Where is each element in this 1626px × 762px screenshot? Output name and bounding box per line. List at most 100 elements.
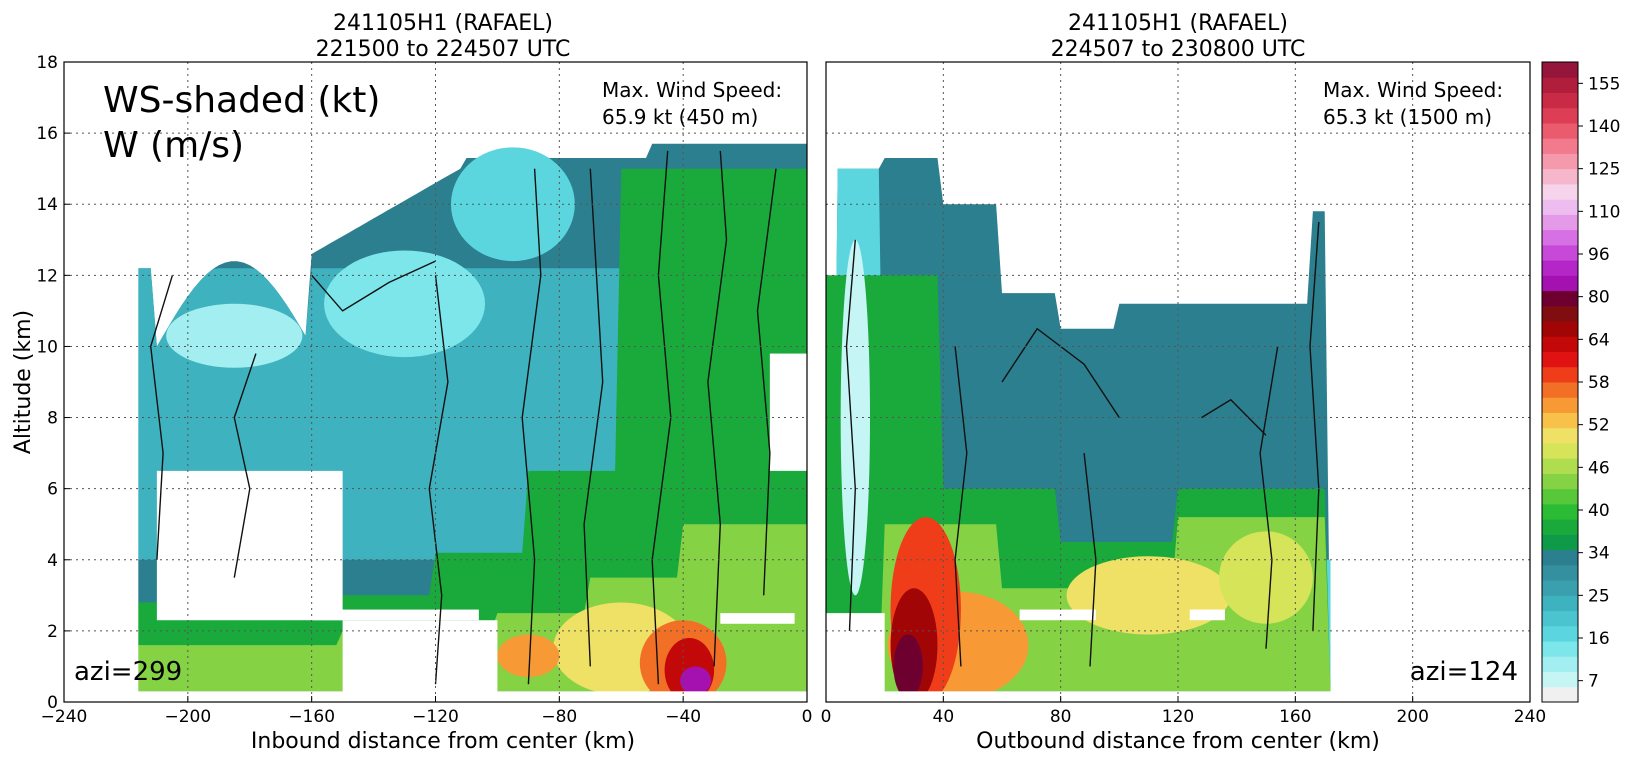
left-nodata-edge (64, 62, 139, 702)
colorbar-swatch (1542, 229, 1578, 246)
right-w-contour-2 (954, 346, 968, 667)
colorbar-swatch (1542, 580, 1578, 596)
right-ws-max-core (893, 634, 923, 699)
colorbar-swatch (1542, 122, 1578, 139)
colorbar-swatch (1542, 564, 1578, 581)
colorbar-swatch (1542, 260, 1578, 276)
colorbar-ticks: 7 16 25 34 40 46 52 58 64 80 96 110 125 140 155 (1578, 74, 1620, 692)
colorbar-swatch (1542, 488, 1578, 505)
colorbar-swatch (1542, 397, 1578, 413)
right-ws-band-green (826, 275, 1530, 692)
colorbar-swatch (1542, 519, 1578, 535)
colorbar-swatch (1542, 671, 1578, 688)
left-wind-field (64, 62, 807, 702)
left-nodata-gap-mid (156, 470, 343, 621)
left-w-contour-1 (149, 275, 174, 560)
left-ws-max-core (680, 666, 712, 695)
colorbar-swatch (1542, 183, 1578, 200)
left-x-label: Inbound distance from center (km) (251, 729, 635, 754)
left-w-contour-8 (707, 150, 728, 667)
colorbar-tick-label: 46 (1588, 458, 1610, 478)
x-tick-label: 120 (1162, 707, 1194, 727)
colorbar-tick-label: 125 (1588, 160, 1620, 180)
colorbar-tick-label: 7 (1588, 672, 1599, 692)
colorbar-swatch (1542, 656, 1578, 673)
right-nodata-edge (1330, 62, 1530, 702)
colorbar-swatch (1542, 92, 1578, 109)
colorbar-swatch (1542, 549, 1578, 566)
x-tick-label: 0 (821, 707, 832, 727)
x-tick-label: −200 (164, 707, 211, 727)
colorbar-swatch (1542, 595, 1578, 612)
left-ws-cyan-patch (324, 250, 486, 358)
x-tick-label: 80 (1050, 707, 1072, 727)
colorbar-swatch (1542, 244, 1578, 261)
colorbar-swatch (1542, 62, 1578, 78)
y-tick-label: 16 (36, 124, 58, 144)
colorbar-swatch (1542, 366, 1578, 383)
x-tick-label: −40 (665, 707, 701, 727)
left-ws-pale-patch (166, 303, 303, 368)
colorbar-swatch (1542, 290, 1578, 307)
y-tick-label: 8 (47, 409, 58, 429)
colorbar-swatch (1542, 214, 1578, 231)
colorbar-tick-label: 40 (1588, 501, 1610, 521)
left-panel: −240 −200 −160 −120 −80 −40 0 024681012141618 … (36, 11, 812, 754)
left-ws-band-green (64, 168, 807, 692)
left-max-wind-value: 65.9 kt (450 m) (602, 105, 758, 129)
colorbar-swatch (1542, 275, 1578, 292)
left-w-contour-2 (233, 353, 257, 578)
y-tick-label: 14 (36, 195, 58, 215)
contour-label: W (m/s) (103, 125, 244, 166)
y-tick-label: 2 (47, 622, 58, 642)
left-y-ticks: 0 2 4 6 8 10 12 14 16 18 (36, 53, 70, 713)
left-max-wind-label: Max. Wind Speed: (602, 78, 782, 102)
right-nodata-strip1 (1019, 609, 1096, 621)
right-nodata-corner (826, 613, 885, 702)
right-wind-field (826, 62, 1530, 702)
colorbar-swatch (1542, 138, 1578, 154)
right-ws-yellow-patch (1066, 556, 1231, 635)
colorbar-swatch (1542, 458, 1578, 474)
left-title-line1: 241105H1 (RAFAEL) (333, 11, 553, 36)
right-max-wind-value: 65.3 kt (1500 m) (1323, 105, 1492, 129)
colorbar-tick-label: 80 (1588, 288, 1610, 308)
right-nodata-strip2 (1189, 609, 1225, 621)
colorbar-swatch (1542, 107, 1578, 124)
y-tick-label: 18 (36, 53, 58, 73)
colorbar-tick-label: 58 (1588, 373, 1610, 393)
left-w-contour-9 (756, 168, 777, 596)
colorbar-swatch (1542, 321, 1578, 337)
colorbar-swatch (1542, 427, 1578, 444)
colorbar-tick-label: 52 (1588, 416, 1610, 436)
right-azimuth-label: azi=124 (1410, 657, 1518, 687)
colorbar-tick-label: 16 (1588, 629, 1610, 649)
colorbar-tick-label: 34 (1588, 544, 1610, 564)
colorbar-swatch (1542, 336, 1578, 353)
colorbar-swatch (1542, 610, 1578, 627)
colorbar-swatch (1542, 503, 1578, 520)
left-nodata-gap-low (342, 620, 498, 702)
colorbar-swatch (1542, 199, 1578, 215)
y-tick-label: 4 (47, 551, 58, 571)
left-azimuth-label: azi=299 (74, 657, 182, 687)
colorbar-swatch (1542, 153, 1578, 170)
right-x-ticks: 0 40 80 120 160 200 240 (821, 696, 1546, 727)
colorbar-swatch (1542, 412, 1578, 429)
colorbar-swatch (1542, 77, 1578, 93)
y-tick-label: 10 (36, 337, 58, 357)
left-nodata-strip2 (720, 613, 795, 624)
colorbar-swatch (1542, 534, 1578, 551)
colorbar-swatch (1542, 641, 1578, 657)
left-w-contour-5 (521, 168, 542, 685)
right-w-contour-6 (1259, 346, 1279, 649)
left-nodata-gap-right (769, 353, 807, 471)
colorbar: 7 16 25 34 40 46 52 58 64 80 96 110 125 140 155 (1541, 61, 1620, 703)
colorbar-tick-label: 140 (1588, 117, 1620, 137)
colorbar-swatch (1542, 625, 1578, 642)
y-tick-label: 12 (36, 266, 58, 286)
x-tick-label: 40 (933, 707, 955, 727)
left-ws-orange-patch (497, 634, 560, 678)
colorbar-swatch (1542, 686, 1578, 703)
colorbar-swatch (1542, 305, 1578, 322)
